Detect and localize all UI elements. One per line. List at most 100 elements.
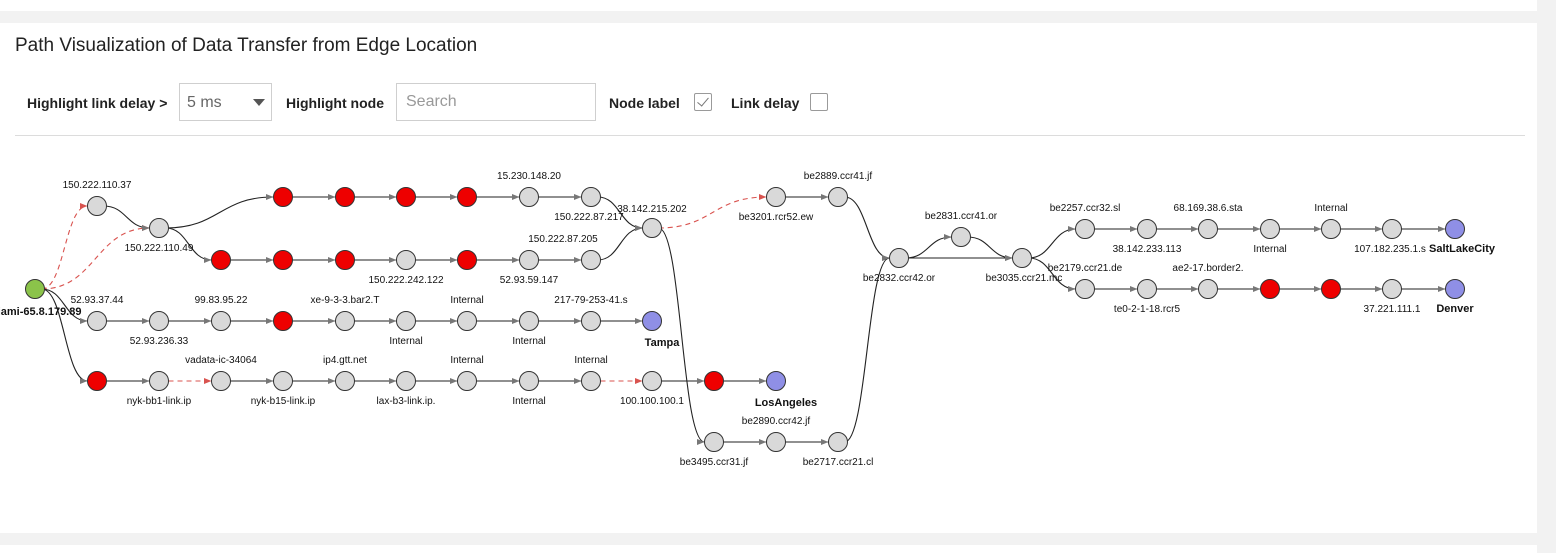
graph-node-be2890[interactable] [766,432,786,452]
graph-node-j1[interactable] [642,218,662,238]
graph-node-l7[interactable] [581,250,601,270]
graph-node-label-j1: 38.142.215.202 [617,204,687,215]
graph-node-label-be2889: be2889.ccr41.jf [804,171,873,182]
graph-node-u6[interactable] [581,187,601,207]
graph-node-t9[interactable] [581,311,601,331]
link-delay-select[interactable]: 5 ms [179,83,272,121]
graph-node-u2[interactable] [335,187,355,207]
graph-node-u4[interactable] [457,187,477,207]
graph-toolbar: Highlight link delay > 5 ms Highlight no… [0,83,1537,123]
graph-node-l4[interactable] [396,250,416,270]
graph-node-a6[interactable] [396,371,416,391]
graph-node-be2889[interactable] [828,187,848,207]
graph-node-t4[interactable] [273,311,293,331]
graph-node-u3[interactable] [396,187,416,207]
graph-node-a10[interactable] [642,371,662,391]
graph-node-a2[interactable] [149,371,169,391]
highlight-node-search-input[interactable] [396,83,596,121]
graph-node-u5[interactable] [519,187,539,207]
graph-node-label-s3: 68.169.38.6.sta [1174,203,1243,214]
graph-node-label-a3: vadata-ic-34064 [185,355,257,366]
graph-node-d6[interactable] [1382,279,1402,299]
graph-edge-be2832-be2831 [905,233,952,259]
graph-node-t7[interactable] [457,311,477,331]
node-label-checkbox[interactable] [694,93,712,111]
graph-node-l6[interactable] [519,250,539,270]
graph-node-be3201[interactable] [766,187,786,207]
graph-node-label-a10: 100.100.100.1 [620,396,684,407]
graph-node-t5[interactable] [335,311,355,331]
graph-node-label-be2831: be2831.ccr41.or [925,211,998,222]
graph-node-a11[interactable] [704,371,724,391]
graph-node-label-a5: ip4.gtt.net [323,355,367,366]
graph-node-s2[interactable] [1137,219,1157,239]
graph-node-s3[interactable] [1198,219,1218,239]
link-delay-checkbox[interactable] [810,93,828,111]
graph-node-t2[interactable] [149,311,169,331]
graph-node-label-t8: Internal [512,336,545,347]
graph-node-l1[interactable] [211,250,231,270]
graph-node-be2832[interactable] [889,248,909,268]
graph-node-be2179[interactable] [1075,279,1095,299]
graph-node-a1[interactable] [87,371,107,391]
graph-node-d3[interactable] [1198,279,1218,299]
graph-node-be2831[interactable] [951,227,971,247]
toolbar-divider [15,135,1525,136]
graph-node-label-u5: 15.230.148.20 [497,171,561,182]
graph-node-label-m2: 150.222.110.49 [125,243,194,254]
graph-node-a9[interactable] [581,371,601,391]
graph-edge-l7-j1 [597,224,643,261]
link-delay-toggle-label: Link delay [731,95,800,111]
graph-node-la[interactable] [766,371,786,391]
graph-node-be2257[interactable] [1075,219,1095,239]
graph-node-a3[interactable] [211,371,231,391]
graph-node-label-be2179: be2179.ccr21.de [1048,263,1123,274]
graph-node-a8[interactable] [519,371,539,391]
graph-node-l2[interactable] [273,250,293,270]
graph-node-label-s5: Internal [1314,203,1347,214]
graph-edge-j1-be3201 [658,193,767,229]
graph-node-be3495[interactable] [704,432,724,452]
graph-node-a5[interactable] [335,371,355,391]
graph-node-label-be3495: be3495.ccr31.jf [680,457,749,468]
chevron-down-icon [253,99,265,106]
graph-node-d2[interactable] [1137,279,1157,299]
graph-node-s6[interactable] [1382,219,1402,239]
graph-node-label-u6: 150.222.87.217 [554,212,624,223]
graph-node-s4[interactable] [1260,219,1280,239]
graph-node-a7[interactable] [457,371,477,391]
graph-node-label-s4: Internal [1253,244,1286,255]
graph-node-l3[interactable] [335,250,355,270]
graph-node-s5[interactable] [1321,219,1341,239]
graph-edge-j1-be3495 [658,227,705,446]
graph-node-m1[interactable] [87,196,107,216]
graph-node-a4[interactable] [273,371,293,391]
graph-edge-be3035-be2179 [1028,257,1076,293]
graph-node-slc[interactable] [1445,219,1465,239]
graph-node-src[interactable] [25,279,45,299]
graph-node-be2717[interactable] [828,432,848,452]
graph-node-t8[interactable] [519,311,539,331]
graph-node-u1[interactable] [273,187,293,207]
graph-edge-src-m1 [41,202,88,290]
graph-node-t6[interactable] [396,311,416,331]
graph-node-label-s6: 107.182.235.1.s [1354,244,1426,255]
graph-edge-src-t1 [41,288,88,325]
graph-node-label-a6: lax-b3-link.ip. [377,396,436,407]
graph-node-label-d6: 37.221.111.1 [1364,304,1421,315]
graph-node-l5[interactable] [457,250,477,270]
graph-node-t3[interactable] [211,311,231,331]
graph-node-be3035[interactable] [1012,248,1032,268]
graph-node-label-l6: 52.93.59.147 [500,275,559,286]
graph-node-label-slc: SaltLakeCity [1429,243,1496,255]
graph-node-m2[interactable] [149,218,169,238]
graph-node-d5[interactable] [1321,279,1341,299]
graph-node-d4[interactable] [1260,279,1280,299]
path-visualization-panel: Path Visualization of Data Transfer from… [0,23,1537,533]
graph-node-tampa[interactable] [642,311,662,331]
graph-node-den[interactable] [1445,279,1465,299]
graph-node-t1[interactable] [87,311,107,331]
graph-edge-be2889-be2832 [844,196,890,262]
graph-node-label-s2: 38.142.233.113 [1113,244,1182,255]
graph-node-label-d3: ae2-17.border2. [1172,263,1243,274]
